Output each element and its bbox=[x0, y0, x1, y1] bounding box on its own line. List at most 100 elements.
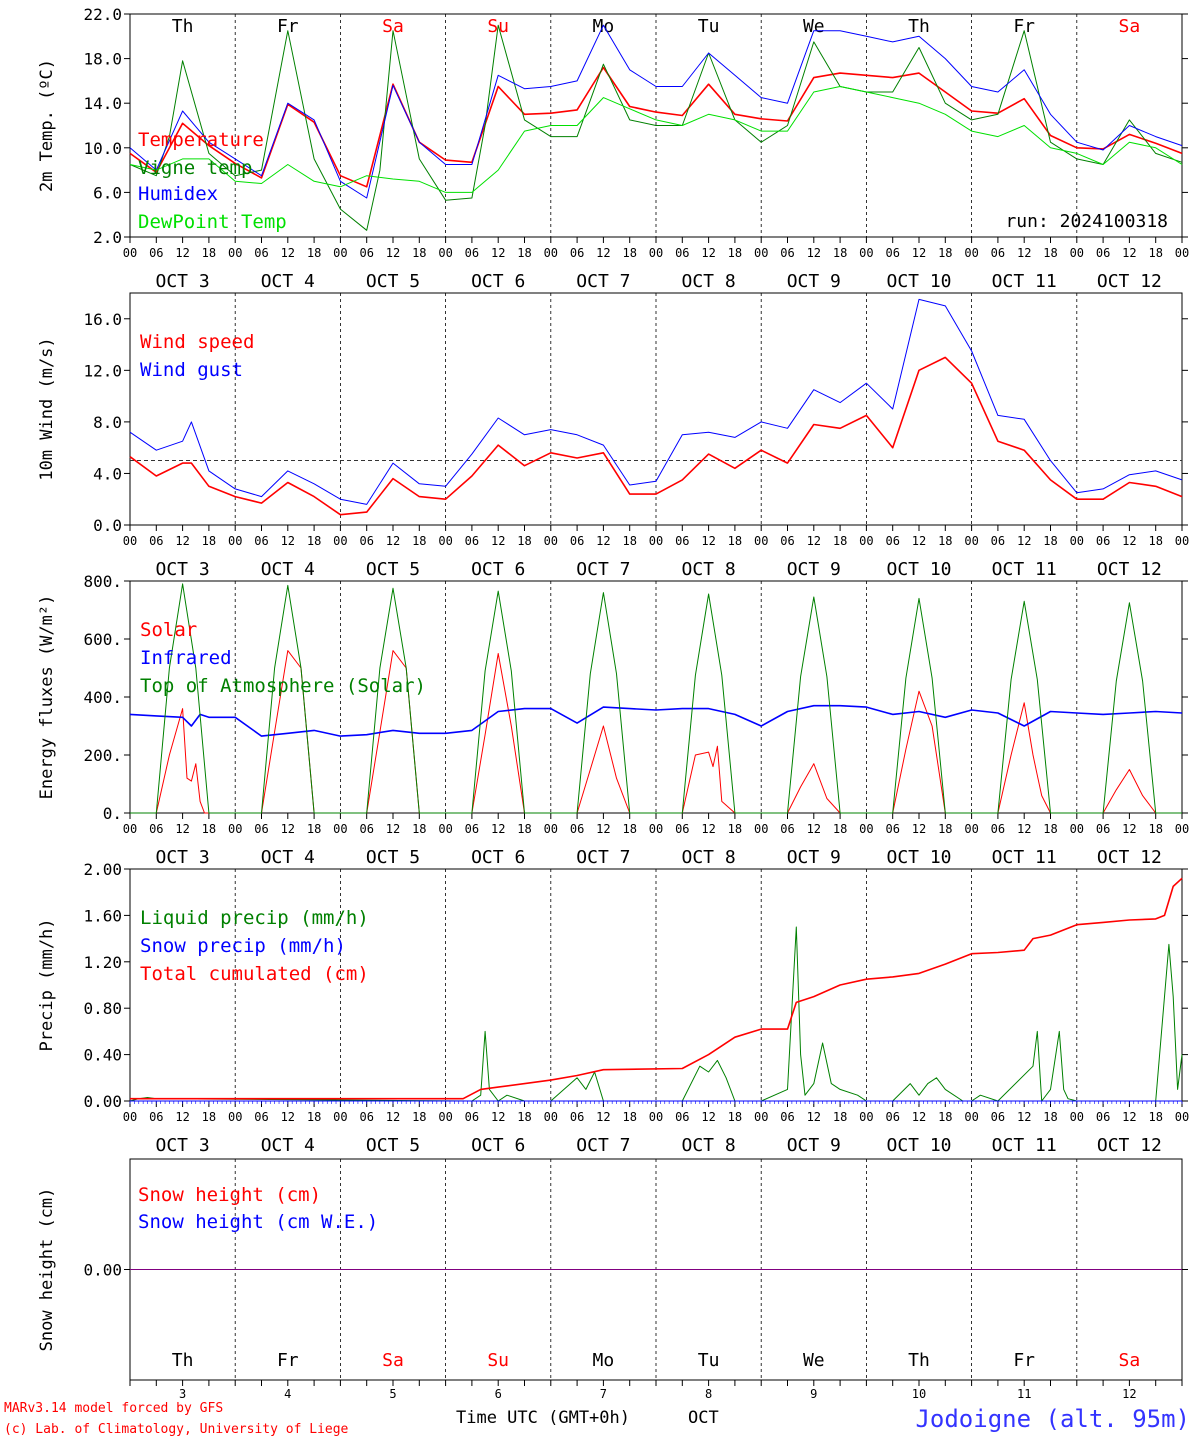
date-label: OCT 9 bbox=[787, 847, 841, 868]
x-hour-label: 00 bbox=[964, 246, 978, 260]
day-name-label: Sa bbox=[382, 1350, 404, 1371]
y-axis-label: 2m Temp. (ºC) bbox=[37, 59, 57, 192]
x-hour-label: 06 bbox=[149, 822, 163, 836]
series-line-1 bbox=[129, 926, 1183, 1102]
x-hour-label: 00 bbox=[123, 822, 137, 836]
x-hour-label: 06 bbox=[780, 1110, 794, 1124]
x-hour-label: 00 bbox=[228, 822, 242, 836]
x-hour-label: 12 bbox=[596, 822, 610, 836]
date-label: OCT 4 bbox=[261, 847, 315, 868]
day-name-label: Th bbox=[172, 1350, 194, 1371]
x-hour-label: 12 bbox=[1122, 822, 1136, 836]
day-number-label: 7 bbox=[600, 1387, 607, 1401]
day-name-label: Fr bbox=[1013, 1350, 1035, 1371]
x-hour-label: 06 bbox=[885, 822, 899, 836]
day-name-label: Th bbox=[908, 16, 930, 37]
y-tick-label: 400. bbox=[83, 688, 122, 707]
y-tick-label: 600. bbox=[83, 630, 122, 649]
day-name-label: Th bbox=[172, 16, 194, 37]
x-hour-label: 18 bbox=[833, 822, 847, 836]
y-tick-label: 6.0 bbox=[93, 183, 122, 202]
footer-xlabel: Time UTC (GMT+0h) bbox=[456, 1408, 630, 1428]
date-label: OCT 4 bbox=[261, 271, 315, 292]
x-hour-label: 18 bbox=[833, 534, 847, 548]
panel-3: 800. 600. 400. 200. 0. Energy fluxes (W/m²) 00… bbox=[37, 572, 1189, 868]
x-hour-label: 06 bbox=[359, 246, 373, 260]
x-hour-label: 06 bbox=[780, 822, 794, 836]
panel-4: 2.00 1.60 1.20 0.80 0.40 0.00 Precip (mm/h) 00 0… bbox=[37, 860, 1189, 1156]
x-hour-label: 18 bbox=[517, 822, 531, 836]
date-label: OCT 12 bbox=[1097, 847, 1162, 868]
series-line-2 bbox=[129, 24, 1183, 231]
x-hour-label: 06 bbox=[359, 822, 373, 836]
date-label: OCT 8 bbox=[682, 847, 736, 868]
x-hour-label: 12 bbox=[912, 534, 926, 548]
x-hour-label: 18 bbox=[728, 534, 742, 548]
x-hour-label: 06 bbox=[465, 246, 479, 260]
x-hour-label: 06 bbox=[991, 822, 1005, 836]
x-hour-label: 06 bbox=[675, 534, 689, 548]
date-label: OCT 6 bbox=[471, 847, 525, 868]
day-name-label: Sa bbox=[1119, 16, 1141, 37]
x-hour-label: 18 bbox=[517, 1110, 531, 1124]
date-label: OCT 11 bbox=[992, 1135, 1057, 1156]
day-number-label: 8 bbox=[705, 1387, 712, 1401]
day-name-label: Sa bbox=[1119, 1350, 1141, 1371]
date-label: OCT 12 bbox=[1097, 271, 1162, 292]
x-hour-label: 00 bbox=[1175, 534, 1189, 548]
series-line-2 bbox=[129, 704, 1183, 737]
x-hour-label: 00 bbox=[123, 534, 137, 548]
x-hour-label: 06 bbox=[254, 534, 268, 548]
x-hour-label: 00 bbox=[438, 246, 452, 260]
date-label: OCT 3 bbox=[156, 1135, 210, 1156]
x-hour-label: 00 bbox=[859, 1110, 873, 1124]
x-hour-label: 00 bbox=[123, 246, 137, 260]
day-number-label: 10 bbox=[912, 1387, 926, 1401]
day-name-label: Mo bbox=[593, 1350, 615, 1371]
x-hour-label: 06 bbox=[675, 1110, 689, 1124]
y-tick-label: 0.80 bbox=[83, 999, 122, 1018]
x-hour-label: 06 bbox=[149, 534, 163, 548]
legend-entry: Top of Atmosphere (Solar) bbox=[140, 675, 426, 697]
date-label: OCT 10 bbox=[886, 559, 951, 580]
y-tick-label: 800. bbox=[83, 572, 122, 591]
y-tick-label: 0.0 bbox=[93, 516, 122, 535]
date-label: OCT 5 bbox=[366, 559, 420, 580]
date-label: OCT 5 bbox=[366, 271, 420, 292]
date-label: OCT 6 bbox=[471, 559, 525, 580]
date-label: OCT 12 bbox=[1097, 1135, 1162, 1156]
x-hour-label: 18 bbox=[1148, 534, 1162, 548]
x-hour-label: 00 bbox=[1070, 246, 1084, 260]
date-label: OCT 9 bbox=[787, 1135, 841, 1156]
x-hour-label: 12 bbox=[491, 534, 505, 548]
legend-entry: Solar bbox=[140, 619, 197, 641]
x-hour-label: 18 bbox=[622, 1110, 636, 1124]
series-line-3 bbox=[129, 24, 1183, 199]
x-hour-label: 06 bbox=[1096, 534, 1110, 548]
x-hour-label: 12 bbox=[912, 822, 926, 836]
x-hour-label: 12 bbox=[701, 534, 715, 548]
day-name-label: Su bbox=[487, 1350, 509, 1371]
x-hour-label: 00 bbox=[754, 246, 768, 260]
legend-entry: Wind gust bbox=[140, 359, 243, 381]
y-tick-label: 10.0 bbox=[83, 139, 122, 158]
x-hour-label: 06 bbox=[991, 534, 1005, 548]
y-tick-label: 0.00 bbox=[83, 1092, 122, 1111]
day-number-label: 6 bbox=[495, 1387, 502, 1401]
x-hour-label: 00 bbox=[649, 534, 663, 548]
legend-entry: Infrared bbox=[140, 647, 232, 669]
x-hour-label: 12 bbox=[386, 534, 400, 548]
y-tick-label: 0.40 bbox=[83, 1046, 122, 1065]
x-hour-label: 12 bbox=[175, 246, 189, 260]
x-hour-label: 00 bbox=[333, 1110, 347, 1124]
x-hour-label: 00 bbox=[544, 1110, 558, 1124]
x-hour-label: 12 bbox=[386, 246, 400, 260]
x-hour-label: 06 bbox=[885, 1110, 899, 1124]
y-tick-label: 8.0 bbox=[93, 413, 122, 432]
day-name-label: Th bbox=[908, 1350, 930, 1371]
series-line-1 bbox=[129, 356, 1183, 516]
x-hour-label: 18 bbox=[307, 246, 321, 260]
x-hour-label: 12 bbox=[1122, 246, 1136, 260]
date-label: OCT 10 bbox=[886, 271, 951, 292]
